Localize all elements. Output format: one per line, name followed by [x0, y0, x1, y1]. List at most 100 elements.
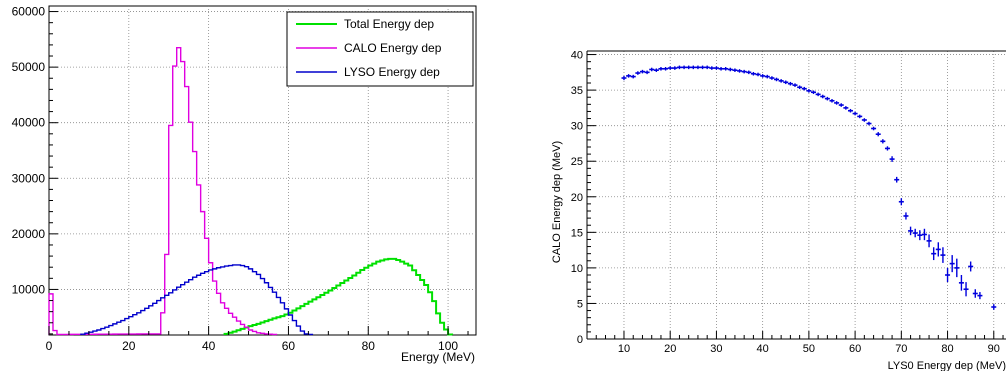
data-point	[894, 176, 900, 183]
data-point	[940, 247, 946, 263]
data-point	[917, 230, 923, 241]
x-tick-label: 90	[988, 343, 1000, 355]
data-point	[658, 67, 664, 71]
data-point	[700, 65, 706, 70]
histogram-axes: 0 20 40 60 80 100 10000 20000 30000 40000 50000 600…	[12, 5, 469, 353]
data-point	[695, 65, 701, 70]
data-point	[750, 71, 756, 76]
x-tick-label: 0	[46, 339, 53, 353]
data-point	[681, 65, 687, 70]
data-point	[676, 65, 682, 70]
x-tick-label: 20	[122, 339, 136, 353]
x-tick-label: 60	[849, 343, 861, 355]
data-point	[921, 228, 927, 241]
data-point	[857, 114, 863, 119]
data-point	[834, 101, 840, 105]
histogram-x-axis-label: Energy (MeV)	[401, 350, 475, 364]
data-point	[889, 156, 895, 162]
data-point	[852, 111, 858, 116]
data-point	[875, 132, 881, 137]
y-tick-label: 15	[571, 227, 583, 239]
data-point	[945, 267, 951, 283]
x-tick-label: 60	[282, 339, 296, 353]
y-tick-label: 30000	[12, 171, 46, 185]
data-point	[949, 255, 955, 273]
y-tick-label: 30	[571, 121, 583, 133]
data-point	[954, 258, 960, 278]
y-tick-label: 40	[571, 50, 583, 62]
profile-y-axis-label: CALO Energy dep (MeV)	[551, 141, 563, 263]
x-tick-label: 80	[941, 343, 953, 355]
data-point	[713, 66, 719, 70]
data-point	[972, 289, 978, 298]
data-point	[783, 80, 789, 85]
x-tick-label: 40	[202, 339, 216, 353]
data-point	[958, 275, 964, 291]
histogram-legend: Total Energy dep CALO Energy dep LYSO En…	[286, 11, 474, 87]
data-point	[968, 261, 974, 272]
x-tick-label: 30	[710, 343, 722, 355]
y-tick-label: 60000	[12, 5, 46, 19]
data-point	[732, 68, 738, 72]
data-point	[820, 94, 826, 99]
calo-vs-lyso-chart: 10 20 30 40 50 60 70 80 90 0 5 10 15 20 25 30 35 40 LYS0 …	[551, 50, 1006, 371]
profile-points	[621, 65, 997, 310]
data-point	[829, 99, 835, 103]
data-point	[806, 89, 812, 93]
data-point	[908, 226, 914, 236]
data-point	[991, 304, 997, 310]
legend-entry-total: Total Energy dep	[344, 17, 434, 31]
y-tick-label: 40000	[12, 116, 46, 130]
data-point	[630, 74, 636, 79]
data-point	[737, 69, 743, 73]
data-point	[963, 282, 969, 297]
data-point	[704, 65, 710, 70]
data-point	[926, 234, 932, 248]
data-point	[755, 72, 761, 77]
y-tick-label: 5	[577, 298, 583, 310]
data-point	[898, 198, 904, 206]
data-point	[977, 292, 983, 300]
energy-histogram-chart: 0 20 40 60 80 100 10000 20000 30000 40000 50000 600…	[12, 5, 477, 364]
data-point	[843, 106, 849, 110]
data-point	[686, 65, 692, 70]
y-tick-label: 25	[571, 156, 583, 168]
x-tick-label: 80	[362, 339, 376, 353]
data-point	[769, 76, 775, 80]
y-tick-label: 20000	[12, 227, 46, 241]
data-point	[866, 121, 872, 126]
data-point	[935, 242, 941, 257]
x-tick-label: 20	[664, 343, 676, 355]
legend-entry-calo: CALO Energy dep	[344, 41, 442, 55]
data-point	[709, 66, 715, 70]
data-point	[621, 75, 627, 81]
x-tick-label: 100	[438, 339, 458, 353]
data-point	[626, 74, 632, 78]
data-point	[871, 126, 877, 131]
y-tick-label: 50000	[12, 60, 46, 74]
data-point	[824, 96, 830, 101]
data-point	[741, 69, 747, 74]
data-point	[880, 139, 886, 144]
data-point	[787, 81, 793, 86]
data-point	[672, 66, 678, 70]
data-point	[653, 68, 659, 72]
profile-axes: 10 20 30 40 50 60 70 80 90 0 5 10 15 20 25 30 35 40	[571, 50, 1006, 355]
data-point	[811, 90, 816, 95]
data-point	[778, 79, 784, 83]
data-point	[718, 67, 724, 71]
data-point	[723, 67, 729, 71]
profile-grid	[587, 51, 1006, 339]
y-tick-label: 20	[571, 192, 583, 204]
data-point	[884, 146, 890, 151]
y-tick-label: 0	[577, 334, 583, 346]
data-point	[903, 212, 909, 220]
data-point	[801, 86, 807, 91]
data-point	[792, 83, 798, 87]
data-point	[931, 247, 937, 261]
data-point	[649, 67, 655, 72]
data-point	[861, 118, 867, 122]
data-point	[815, 92, 821, 97]
data-point	[690, 65, 696, 70]
